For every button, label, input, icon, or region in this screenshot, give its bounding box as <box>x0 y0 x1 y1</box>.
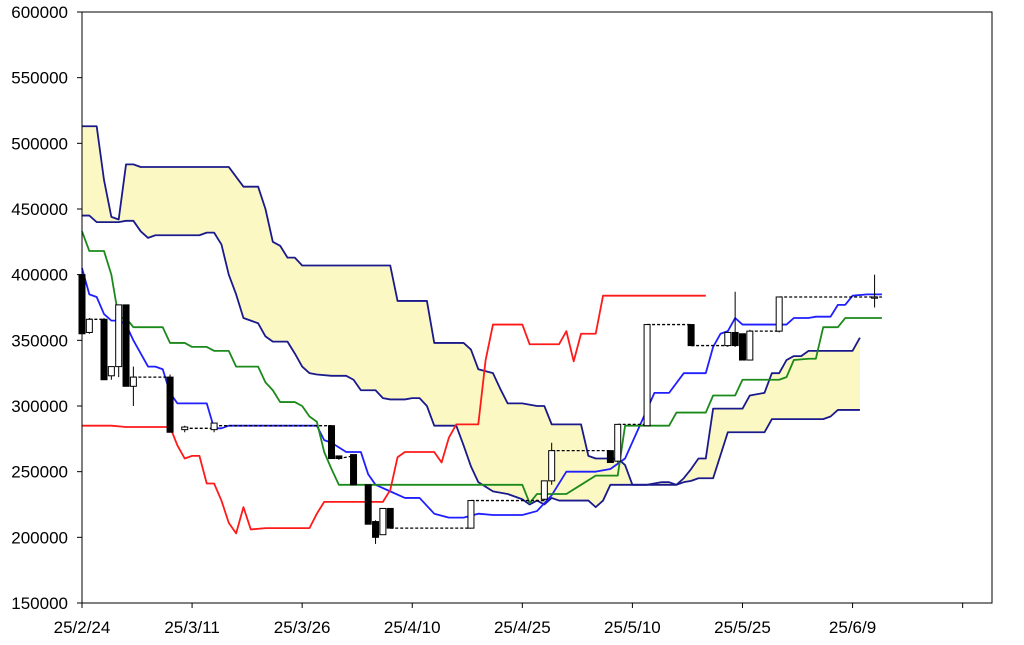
x-tick-label: 25/3/11 <box>164 618 219 637</box>
candle-down <box>328 425 336 460</box>
candle-down <box>335 455 343 460</box>
candle-down <box>606 450 614 463</box>
y-tick-label: 550000 <box>11 69 68 88</box>
candle-down <box>350 454 358 486</box>
candle-down <box>386 507 394 529</box>
y-tick-label: 300000 <box>11 397 68 416</box>
candle-up <box>467 500 475 529</box>
candle-up <box>129 376 137 387</box>
x-tick-label: 25/3/26 <box>274 618 331 637</box>
candle-down <box>731 331 739 347</box>
y-tick-label: 400000 <box>11 266 68 285</box>
x-tick-label: 25/4/10 <box>384 618 441 637</box>
senkou-span-a-line <box>82 125 861 486</box>
candle-up <box>181 426 189 431</box>
candle-up <box>107 366 115 377</box>
y-tick-label: 450000 <box>11 200 68 219</box>
kijun-sen-line <box>81 231 882 505</box>
candle-up <box>85 318 93 333</box>
candle-up <box>775 296 783 332</box>
x-tick-label: 25/2/24 <box>54 618 111 637</box>
y-tick-label: 500000 <box>11 134 68 153</box>
cloud-layer <box>82 126 860 508</box>
cloud-bullish <box>82 126 860 508</box>
x-tick-label: 25/4/25 <box>494 618 551 637</box>
candle-up <box>871 296 879 299</box>
candle-up <box>540 480 548 500</box>
x-tick-label: 25/6/9 <box>829 618 876 637</box>
candle-down <box>738 333 746 361</box>
y-tick-label: 250000 <box>11 463 68 482</box>
candle-up <box>548 450 556 482</box>
candle-up <box>379 507 387 536</box>
y-tick-label: 200000 <box>11 528 68 547</box>
x-tick-label: 25/5/10 <box>604 618 661 637</box>
plot-frame <box>81 11 993 604</box>
y-tick-label: 600000 <box>11 3 68 22</box>
candle-up <box>115 304 123 368</box>
candle-down <box>166 376 174 433</box>
candle-up <box>724 331 732 347</box>
senkou-span-b-line <box>82 214 860 509</box>
candle-up <box>210 422 218 431</box>
x-tick-label: 25/5/25 <box>714 618 771 637</box>
candle-down <box>100 318 108 381</box>
candle-up <box>614 423 622 462</box>
candle-up <box>643 324 651 427</box>
candle-down <box>122 304 130 387</box>
y-tick-label: 150000 <box>11 594 68 613</box>
candle-down <box>687 324 695 347</box>
axes-layer: 150000 200000 250000 300000 350000 400000 4500… <box>11 3 993 637</box>
candle-down <box>364 484 372 525</box>
candle-down <box>372 521 380 538</box>
chikou-span-line <box>82 294 706 535</box>
y-tick-label: 350000 <box>11 331 68 350</box>
candle-up <box>746 330 754 361</box>
